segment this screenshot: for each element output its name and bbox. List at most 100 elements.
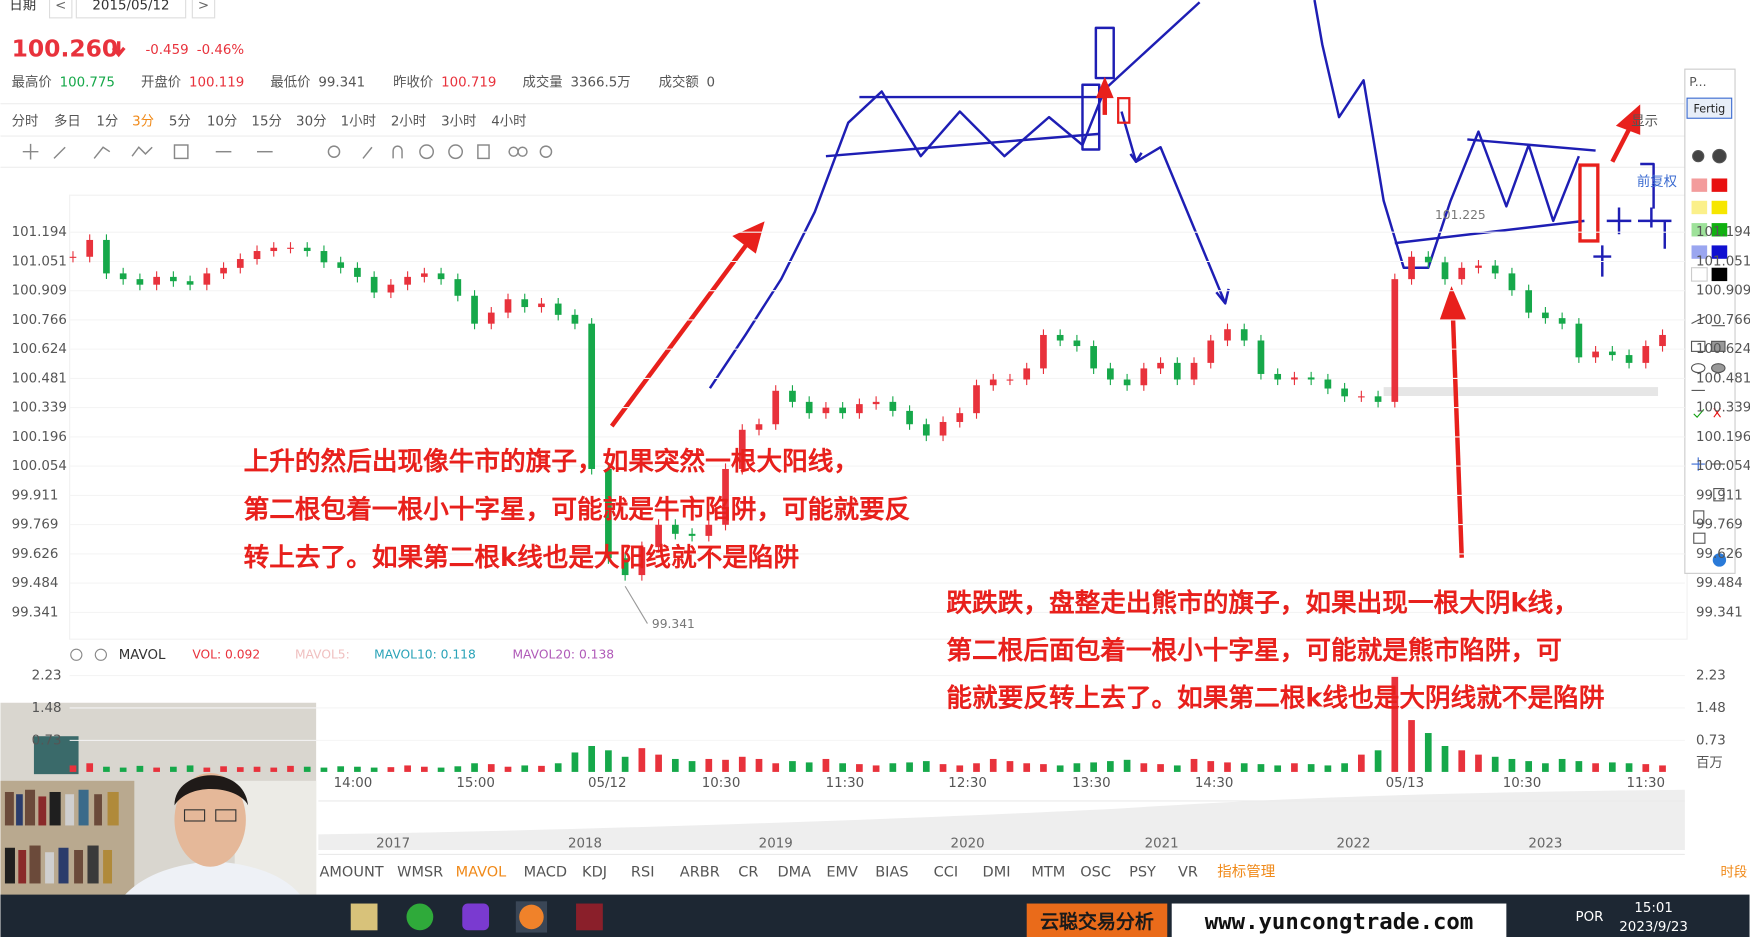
indicator-tab[interactable]: OSC (1080, 864, 1111, 880)
indicator-tab[interactable]: VR (1178, 864, 1198, 880)
volume-bar (822, 758, 830, 772)
settings-icon[interactable] (70, 648, 83, 661)
volume-bar (571, 752, 579, 772)
indicator-tab[interactable]: MAVOL (456, 864, 507, 880)
candle-body (354, 267, 361, 277)
indicator-tab[interactable]: MTM (1031, 864, 1065, 880)
y-tick-label: 100.054 (12, 459, 67, 474)
y-tick-label-right: 100.481 (1696, 371, 1750, 386)
volume-bar (153, 767, 160, 772)
y-tick-label-right: 101.194 (1696, 225, 1750, 240)
candle-body (1173, 362, 1181, 380)
volume-bar (1508, 758, 1516, 772)
indicator-tab[interactable]: ARBR (680, 864, 720, 880)
candle-body (1224, 329, 1231, 341)
prev-label[interactable]: < (55, 0, 66, 14)
app-icon[interactable] (462, 903, 490, 931)
indicator-tab[interactable]: DMI (983, 864, 1011, 880)
swatch[interactable] (1691, 245, 1708, 259)
close-icon[interactable] (94, 648, 107, 661)
drawing-panel (1684, 68, 1736, 574)
candle-body (538, 303, 545, 308)
period-tab[interactable]: 30分 (296, 114, 326, 130)
low-pointer (624, 585, 648, 624)
period-tab[interactable]: 2小时 (391, 114, 426, 130)
volume-bar (738, 756, 746, 772)
indicator-tab[interactable]: 指标管理 (1217, 863, 1275, 880)
swatch[interactable] (1691, 178, 1708, 192)
period-tab[interactable]: 3分 (132, 114, 154, 130)
candle-body (1257, 340, 1265, 374)
adjust-toggle[interactable]: 前复权 (1637, 173, 1677, 190)
indicator-tab[interactable]: BIAS (875, 864, 908, 880)
next-button[interactable] (191, 0, 216, 19)
swatch[interactable] (1711, 223, 1728, 237)
candle-body (1207, 340, 1215, 363)
stat-value: 100.119 (189, 76, 244, 91)
candle-body (1190, 362, 1198, 380)
period-tab[interactable]: 1小时 (341, 114, 376, 130)
indicator-tab[interactable]: MACD (524, 864, 567, 880)
y-tick-label-right: 100.054 (1696, 459, 1750, 474)
app-icon[interactable] (406, 903, 434, 931)
indicator-tab[interactable]: KDJ (582, 864, 607, 880)
period-tab[interactable]: 4小时 (491, 114, 526, 130)
indicator-tab[interactable]: WMSR (397, 864, 443, 880)
done-button-bg[interactable] (1686, 97, 1733, 119)
swatch[interactable] (1690, 267, 1708, 282)
swatch[interactable] (1711, 178, 1728, 192)
swatch[interactable] (1711, 245, 1728, 259)
period-tab[interactable]: 分时 (12, 114, 39, 130)
candle-body (69, 256, 77, 258)
indicator-tab[interactable]: CR (738, 864, 758, 880)
period-tab[interactable]: 15分 (251, 114, 281, 130)
volume-bar (1575, 761, 1583, 772)
red-arrows (609, 76, 1641, 558)
prev-button[interactable] (48, 0, 73, 19)
volume-bar (1307, 764, 1315, 772)
indicator-tab[interactable]: RSI (631, 864, 655, 880)
swatch[interactable] (1711, 200, 1728, 215)
period-tab[interactable]: 多日 (54, 113, 81, 130)
stat-label: 昨收价 (393, 75, 433, 91)
next-label[interactable]: > (198, 0, 209, 14)
volume-bar (889, 763, 897, 772)
date-input[interactable] (75, 0, 187, 19)
done-button[interactable]: Fertig (1693, 102, 1725, 115)
volume-bar (1006, 761, 1014, 772)
volume-bar (504, 766, 512, 772)
indicator-tab[interactable]: CCI (934, 864, 959, 880)
session-tab[interactable]: 时段 (1721, 864, 1748, 880)
stat-value: 100.775 (60, 76, 115, 91)
candle-body (1140, 368, 1148, 386)
period-tab[interactable]: 3小时 (441, 114, 476, 130)
app-icon[interactable] (350, 903, 378, 931)
period-tab[interactable]: 10分 (207, 114, 237, 130)
volume-bar (1441, 745, 1449, 772)
volume-bar (755, 758, 763, 772)
volume-bar (671, 758, 679, 772)
swatch[interactable] (1691, 223, 1708, 237)
indicator-tab[interactable]: PSY (1129, 864, 1156, 880)
swatch[interactable] (1711, 267, 1728, 282)
period-tab[interactable]: 1分 (96, 114, 118, 130)
swatch[interactable] (1691, 200, 1708, 215)
candle-body (956, 413, 964, 422)
app-icon[interactable] (576, 903, 603, 931)
display-toggle[interactable]: 显示 (1631, 115, 1658, 130)
annotation-text: 跌跌跌，盘整走出熊市的旗子，如果出现一根大阴k线， (946, 588, 1578, 619)
period-tab[interactable]: 5分 (169, 114, 191, 130)
volume-bar (1173, 765, 1181, 772)
indicator-tab[interactable]: AMOUNT (319, 864, 383, 880)
volume-bar (1240, 763, 1248, 772)
x-tick-label: 12:30 (948, 776, 987, 791)
volume-bar (253, 766, 261, 772)
volume-bar (1491, 756, 1499, 772)
app-icon[interactable] (519, 904, 544, 930)
volume-bar (1140, 763, 1148, 772)
volume-bar (1592, 763, 1599, 772)
date-value[interactable]: 2015/05/12 (92, 0, 169, 14)
indicator-tab[interactable]: EMV (826, 864, 858, 880)
indicator-tab[interactable]: DMA (778, 864, 812, 880)
